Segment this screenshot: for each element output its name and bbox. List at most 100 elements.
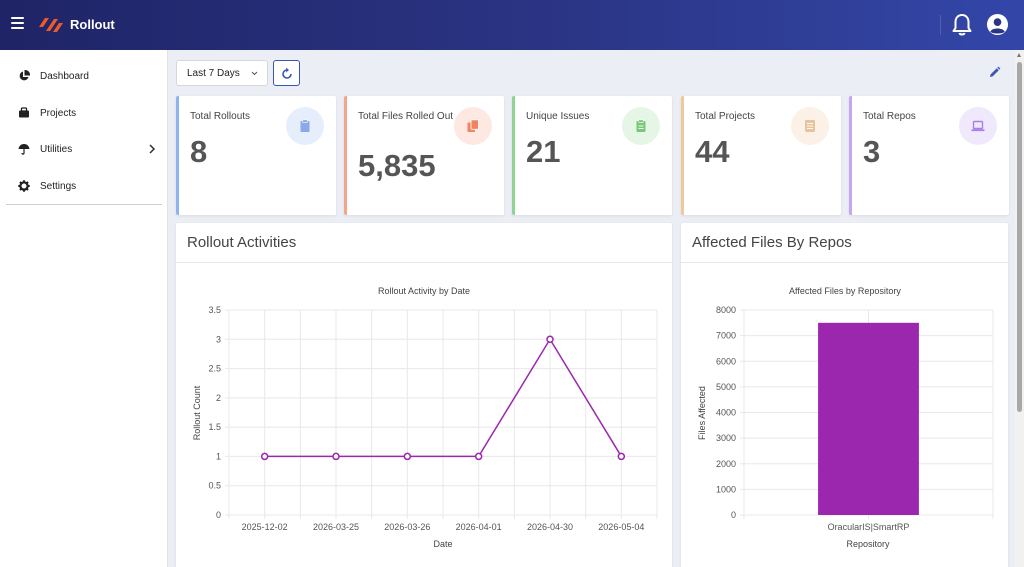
y-tick-label: 2.5 [208, 364, 221, 374]
date-range-select[interactable]: Last 7 Days [176, 60, 268, 86]
sidebar-item-label: Projects [40, 107, 77, 119]
panel-title: Rollout Activities [187, 234, 297, 251]
laptop-icon [959, 107, 997, 145]
y-tick-label: 1.5 [208, 422, 221, 432]
sidebar-item-label: Settings [40, 180, 77, 192]
user-avatar-icon[interactable] [986, 13, 1009, 36]
x-axis-label: Repository [846, 539, 890, 549]
server-icon [791, 107, 829, 145]
sidebar-item-settings[interactable]: Settings [0, 171, 168, 201]
y-tick-label: 0 [731, 510, 736, 520]
scroll-up-arrow-icon[interactable] [1017, 53, 1021, 57]
y-tick-label: 7000 [716, 331, 736, 341]
x-tick-label: 2026-03-26 [384, 522, 430, 532]
grid-lines [225, 309, 658, 519]
y-tick-label: 3.5 [208, 305, 221, 315]
refresh-button[interactable] [273, 60, 300, 86]
stat-card-total-files: Total Files Rolled Out 5,835 [344, 96, 504, 215]
stat-value: 5,835 [358, 148, 436, 183]
y-axis-label: Files Affected [697, 386, 707, 440]
stat-title: Total Files Rolled Out [358, 111, 454, 122]
sidebar: Dashboard Projects Utilities Settings [0, 50, 168, 567]
refresh-icon [282, 67, 292, 79]
topbar-divider [940, 15, 941, 35]
y-tick-label: 3 [216, 334, 221, 344]
data-point [546, 335, 554, 344]
y-tick-label: 0 [216, 510, 221, 520]
clipboard-icon [286, 107, 324, 145]
clipboard-list-icon [622, 107, 660, 145]
chevron-down-icon [251, 71, 258, 76]
x-tick-label: OracularIS|SmartRP [828, 522, 910, 532]
x-tick-label: 2026-05-04 [598, 522, 644, 532]
sidebar-item-dashboard[interactable]: Dashboard [0, 61, 168, 91]
app-title[interactable]: Rollout [70, 17, 115, 32]
data-point [474, 452, 483, 461]
stat-card-total-repos: Total Repos 3 [849, 96, 1009, 215]
stat-value: 3 [863, 134, 881, 169]
y-tick-label: 8000 [716, 305, 736, 315]
y-tick-label: 4000 [716, 408, 736, 418]
chart-title: Rollout Activity by Date [378, 286, 470, 296]
bell-icon[interactable] [951, 13, 973, 37]
y-tick-label: 0.5 [208, 481, 221, 491]
x-tick-label: 2026-04-30 [527, 522, 573, 532]
chevron-right-icon [149, 144, 156, 154]
stat-card-total-rollouts: Total Rollouts 8 [176, 96, 336, 215]
y-tick-label: 2000 [716, 459, 736, 469]
sidebar-item-utilities[interactable]: Utilities [0, 134, 168, 164]
rollout-line-chart: Rollout Activity by Date Date Rollout Co… [192, 286, 658, 549]
y-tick-label: 2 [216, 393, 221, 403]
y-tick-label: 1 [216, 451, 221, 461]
y-tick-label: 1000 [716, 484, 736, 494]
stat-title: Total Rollouts [190, 111, 251, 122]
card-accent [344, 96, 347, 215]
umbrella-icon [18, 144, 30, 155]
affected-files-panel: Affected Files By Repos Affected Files b… [681, 223, 1008, 567]
scrollbar-thumb[interactable] [1017, 62, 1022, 412]
date-range-value: Last 7 Days [187, 68, 240, 79]
x-tick-label: 2025-12-02 [242, 522, 288, 532]
stat-title: Total Projects [695, 111, 756, 122]
stat-value: 21 [526, 134, 561, 169]
y-tick-label: 5000 [716, 382, 736, 392]
series-line [264, 337, 622, 458]
sidebar-item-projects[interactable]: Projects [0, 98, 168, 128]
bar [818, 322, 919, 515]
y-tick-label: 3000 [716, 433, 736, 443]
data-point [260, 452, 269, 461]
card-accent [849, 96, 852, 215]
stat-value: 44 [695, 134, 730, 169]
page-scrollbar[interactable] [1015, 50, 1024, 567]
brand-logo-icon [39, 18, 63, 32]
y-axis-label: Rollout Count [192, 385, 202, 440]
data-point [617, 452, 626, 461]
hamburger-menu-icon[interactable] [11, 17, 24, 29]
stat-card-unique-issues: Unique Issues 21 [512, 96, 672, 215]
card-accent [176, 96, 179, 215]
panel-divider [681, 262, 1008, 263]
data-point [403, 452, 412, 461]
panel-divider [176, 262, 672, 263]
panel-title: Affected Files By Repos [692, 234, 852, 251]
chart-title: Affected Files by Repository [789, 286, 901, 296]
sidebar-item-label: Dashboard [40, 70, 89, 82]
top-bar: Rollout [0, 0, 1024, 50]
stat-card-total-projects: Total Projects 44 [681, 96, 841, 215]
card-accent [681, 96, 684, 215]
stat-value: 8 [190, 134, 208, 169]
sidebar-item-label: Utilities [40, 143, 73, 155]
x-tick-label: 2026-04-01 [456, 522, 502, 532]
sidebar-divider [6, 204, 162, 205]
data-point [332, 452, 340, 461]
card-accent [512, 96, 515, 215]
briefcase-icon [19, 107, 29, 118]
stat-title: Total Repos [863, 111, 916, 122]
x-tick-label: 2026-03-25 [313, 522, 359, 532]
pie-chart-icon [19, 70, 30, 81]
gear-icon [18, 180, 30, 192]
affected-files-bar-chart: Affected Files by Repository Repository … [697, 286, 994, 549]
rollout-activities-panel: Rollout Activities Rollout Activity by D… [176, 223, 672, 567]
edit-pencil-icon[interactable] [988, 66, 1001, 79]
x-axis-label: Date [433, 539, 452, 549]
